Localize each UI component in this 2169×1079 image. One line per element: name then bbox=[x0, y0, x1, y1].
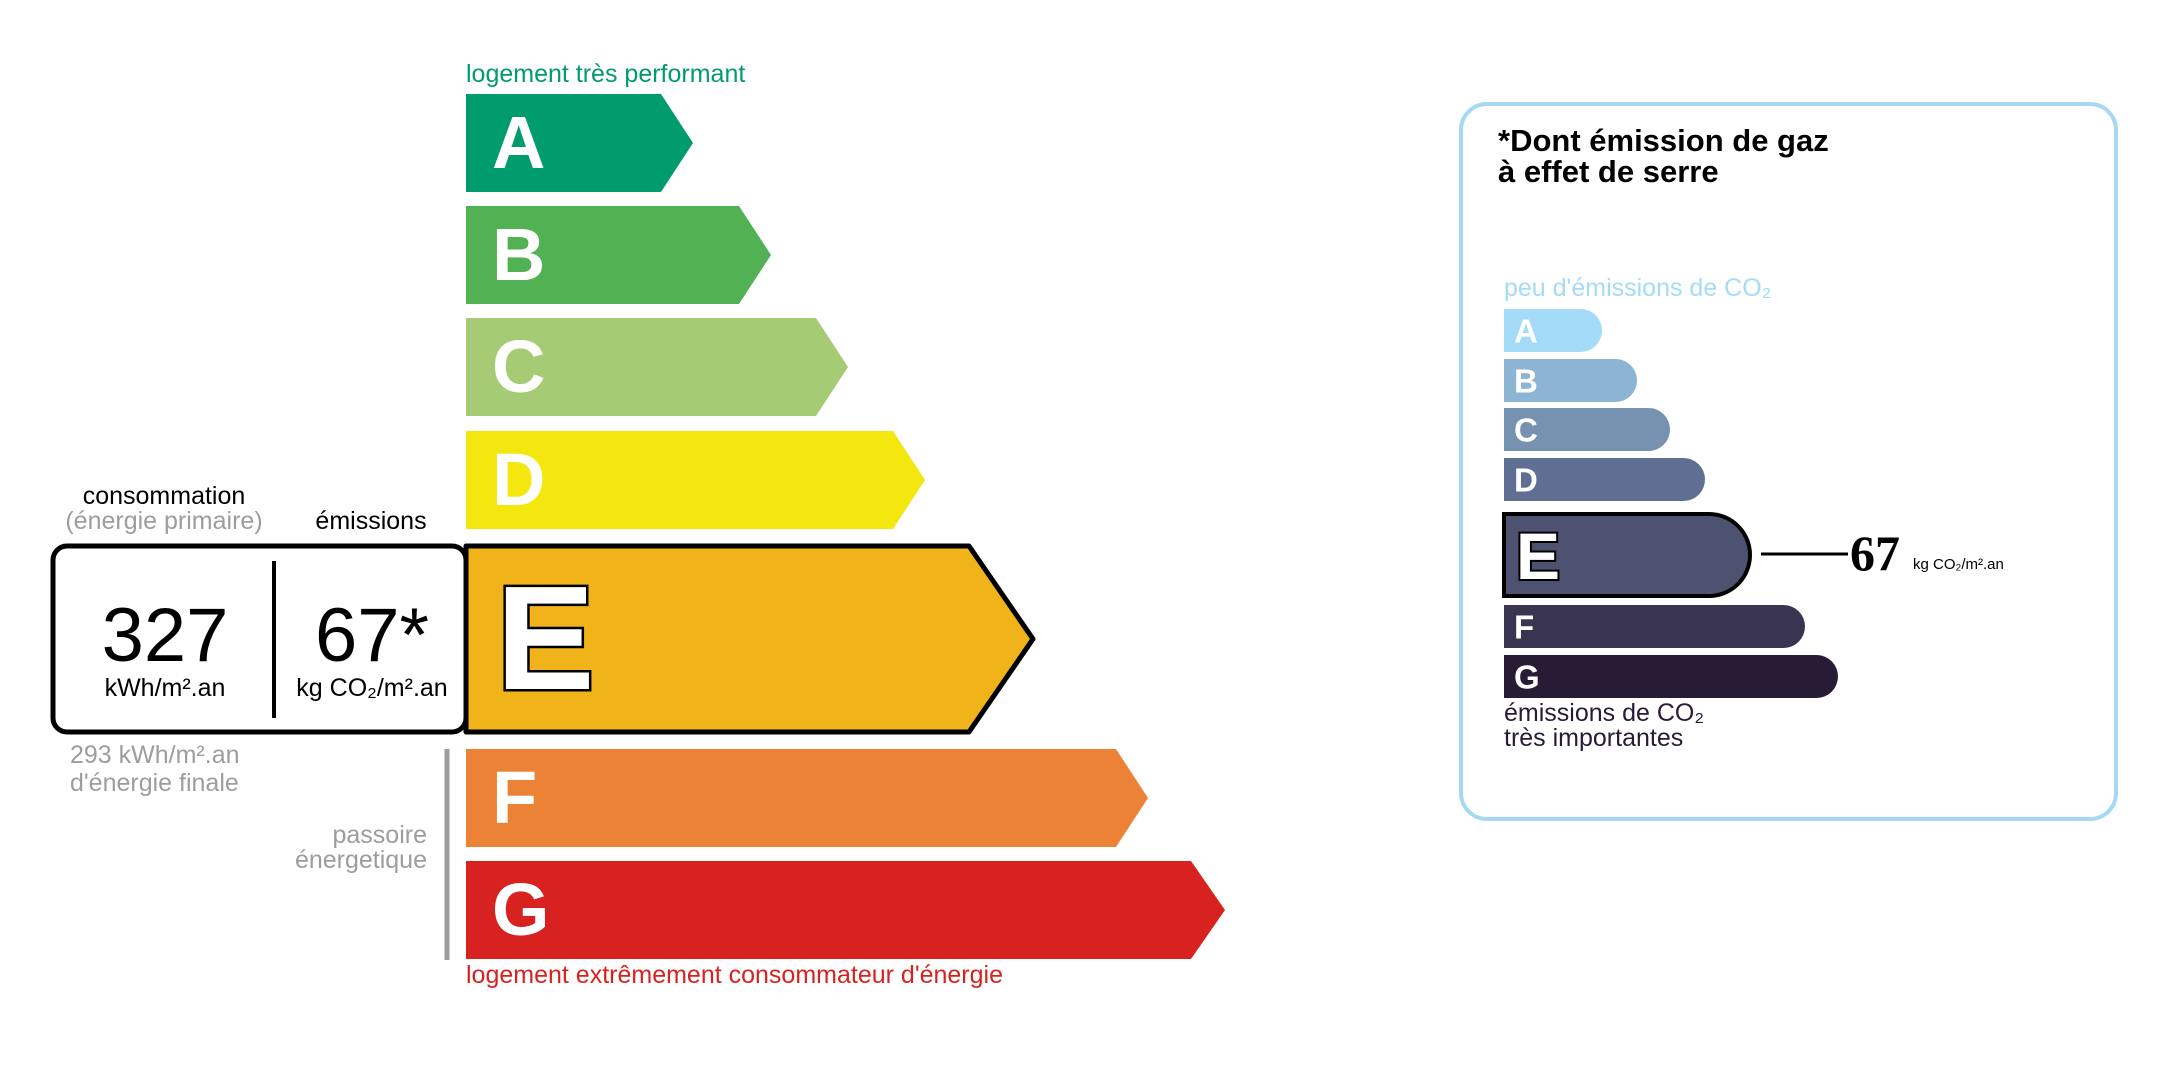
ges-bar-e bbox=[1502, 512, 1752, 598]
passoire-label-2: énergetique bbox=[294, 846, 427, 874]
energy-letter-e: E bbox=[496, 556, 595, 721]
ges-value: 67 bbox=[1850, 525, 1900, 581]
ges-bar-g bbox=[1504, 655, 1838, 698]
consumption-sub-label: (énergie primaire) bbox=[65, 507, 263, 535]
ges-panel bbox=[1459, 102, 2118, 821]
ges-letter-a: A bbox=[1514, 313, 1538, 350]
ges-bar-d bbox=[1504, 458, 1705, 501]
emissions-value: 67* bbox=[314, 593, 430, 678]
ges-unit: kg CO₂/m².an bbox=[1913, 556, 2004, 573]
energy-arrow-b bbox=[466, 206, 771, 304]
ges-letter-g: G bbox=[1514, 659, 1540, 696]
ges-bar-f bbox=[1504, 605, 1805, 648]
emissions-label: émissions bbox=[315, 507, 427, 535]
energy-letter-c: C bbox=[492, 325, 545, 408]
ges-letter-e: E bbox=[1516, 519, 1560, 593]
energy-bottom-label: logement extrêmement consommateur d'éner… bbox=[466, 961, 1003, 989]
consumption-unit: kWh/m².an bbox=[104, 674, 226, 702]
ges-letter-c: C bbox=[1514, 412, 1538, 449]
ges-bar-c bbox=[1504, 408, 1670, 451]
ges-bar-b bbox=[1504, 359, 1637, 402]
ges-title-2: à effet de serre bbox=[1498, 154, 1719, 189]
energy-letter-b: B bbox=[492, 213, 545, 296]
ges-letter-f: F bbox=[1514, 609, 1534, 646]
energy-letter-a: A bbox=[492, 101, 545, 184]
consumption-label: consommation bbox=[82, 482, 246, 510]
ges-bottom-label-2: très importantes bbox=[1504, 724, 1684, 752]
ges-bottom-label-1: émissions de CO₂ bbox=[1504, 699, 1705, 727]
ges-letter-b: B bbox=[1514, 363, 1538, 400]
energy-letter-g: G bbox=[492, 868, 550, 951]
energy-arrow-g bbox=[466, 861, 1225, 959]
consumption-value: 327 bbox=[101, 593, 229, 678]
energy-top-label: logement très performant bbox=[466, 60, 746, 88]
energy-letter-f: F bbox=[492, 756, 537, 839]
final-energy-value: 293 kWh/m².an bbox=[70, 741, 240, 769]
energy-arrow-f bbox=[466, 749, 1148, 847]
energy-value-box bbox=[50, 543, 469, 735]
energy-letter-d: D bbox=[492, 438, 545, 521]
ges-letter-d: D bbox=[1514, 462, 1538, 499]
energy-arrow-d bbox=[466, 431, 925, 529]
final-energy-label: d'énergie finale bbox=[70, 769, 239, 797]
ges-bar-a bbox=[1504, 309, 1602, 352]
energy-arrow-a bbox=[466, 94, 693, 192]
ges-top-label: peu d'émissions de CO₂ bbox=[1504, 274, 1772, 302]
passoire-label-1: passoire bbox=[332, 821, 428, 849]
emissions-unit: kg CO₂/m².an bbox=[296, 674, 448, 702]
ges-title-1: *Dont émission de gaz bbox=[1498, 123, 1829, 158]
energy-arrow-c bbox=[466, 318, 848, 416]
